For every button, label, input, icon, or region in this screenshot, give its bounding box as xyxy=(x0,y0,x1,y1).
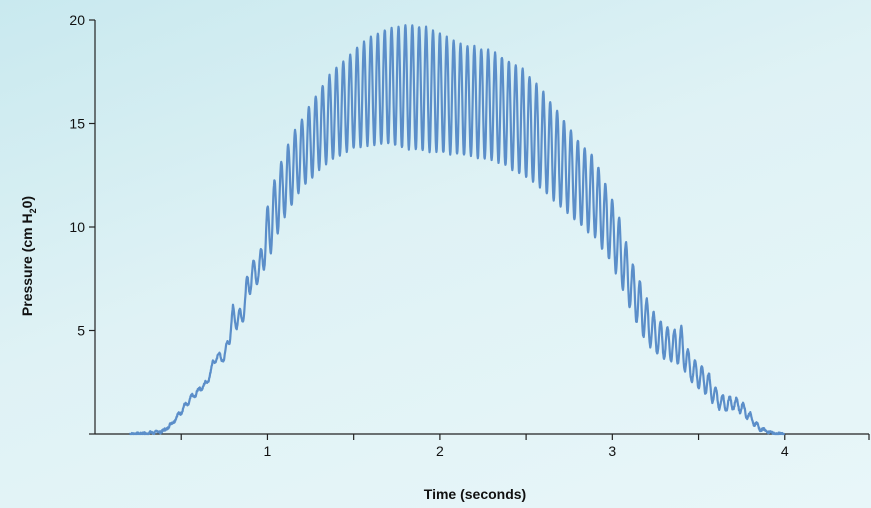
x-tick-label-3: 3 xyxy=(608,443,616,459)
y-axis-title-main: Pressure (cm H xyxy=(19,213,35,316)
x-axis-title: Time (seconds) xyxy=(424,486,526,502)
pressure-series-line xyxy=(128,24,786,436)
y-axis-title: Pressure (cm H20) xyxy=(19,196,38,316)
x-tick-label-1: 1 xyxy=(264,443,272,459)
x-tick-label-2: 2 xyxy=(436,443,444,459)
y-tick-label-20: 20 xyxy=(69,12,85,28)
y-tick-label-15: 15 xyxy=(69,116,85,132)
y-axis-title-subscript: 2 xyxy=(28,208,38,213)
x-tick-label-4: 4 xyxy=(781,443,789,459)
y-axis-title-end: 0) xyxy=(19,196,35,208)
tick-labels: 5 10 15 20 1 2 3 4 xyxy=(69,12,788,459)
y-tick-label-5: 5 xyxy=(77,323,85,339)
y-tick-label-10: 10 xyxy=(69,219,85,235)
